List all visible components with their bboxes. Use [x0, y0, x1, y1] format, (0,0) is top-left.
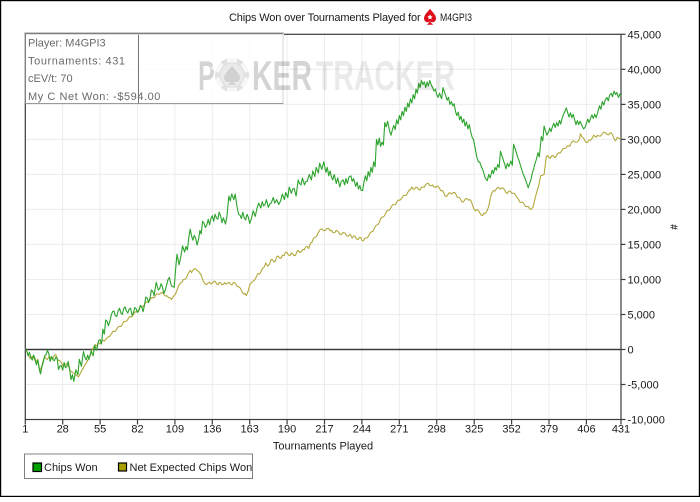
svg-text:431: 431	[612, 424, 630, 436]
svg-text:298: 298	[428, 424, 446, 436]
svg-text:Chips Won over Tournaments Pla: Chips Won over Tournaments Played for	[229, 12, 421, 24]
svg-text:163: 163	[241, 424, 259, 436]
svg-text:28: 28	[57, 424, 69, 436]
svg-text:-10,000: -10,000	[628, 415, 665, 427]
svg-text:30,000: 30,000	[628, 134, 662, 146]
svg-text:cEV/t: 70: cEV/t: 70	[28, 73, 73, 85]
svg-text:217: 217	[315, 424, 333, 436]
svg-text:82: 82	[131, 424, 143, 436]
svg-text:M4GPI3: M4GPI3	[440, 12, 472, 24]
svg-text:406: 406	[577, 424, 595, 436]
svg-text:Tournaments: 431: Tournaments: 431	[28, 56, 126, 68]
svg-text:#: #	[668, 224, 679, 230]
svg-text:My C Net Won: -$594.00: My C Net Won: -$594.00	[28, 91, 161, 103]
svg-text:244: 244	[353, 424, 371, 436]
svg-text:25,000: 25,000	[628, 169, 662, 181]
svg-text:Chips Won: Chips Won	[44, 462, 98, 474]
svg-text:10,000: 10,000	[628, 275, 662, 287]
svg-text:55: 55	[94, 424, 106, 436]
svg-text:35,000: 35,000	[628, 99, 662, 111]
svg-text:0: 0	[628, 345, 634, 357]
svg-text:20,000: 20,000	[628, 204, 662, 216]
svg-text:KER: KER	[252, 52, 312, 99]
svg-text:379: 379	[540, 424, 558, 436]
svg-text:325: 325	[465, 424, 483, 436]
svg-text:Net Expected Chips Won: Net Expected Chips Won	[130, 462, 253, 474]
svg-text:5,000: 5,000	[628, 310, 656, 322]
svg-text:TRACKER: TRACKER	[316, 52, 455, 99]
svg-text:271: 271	[390, 424, 408, 436]
svg-text:40,000: 40,000	[628, 64, 662, 76]
svg-text:1: 1	[22, 424, 28, 436]
svg-text:136: 136	[203, 424, 221, 436]
svg-text:-5,000: -5,000	[628, 380, 659, 392]
svg-text:15,000: 15,000	[628, 239, 662, 251]
svg-text:P: P	[198, 52, 215, 99]
svg-text:Tournaments Played: Tournaments Played	[273, 441, 373, 453]
svg-text:Player: M4GPI3: Player: M4GPI3	[28, 38, 106, 50]
svg-text:109: 109	[166, 424, 184, 436]
svg-text:45,000: 45,000	[628, 29, 662, 41]
svg-text:190: 190	[278, 424, 296, 436]
svg-text:352: 352	[502, 424, 520, 436]
